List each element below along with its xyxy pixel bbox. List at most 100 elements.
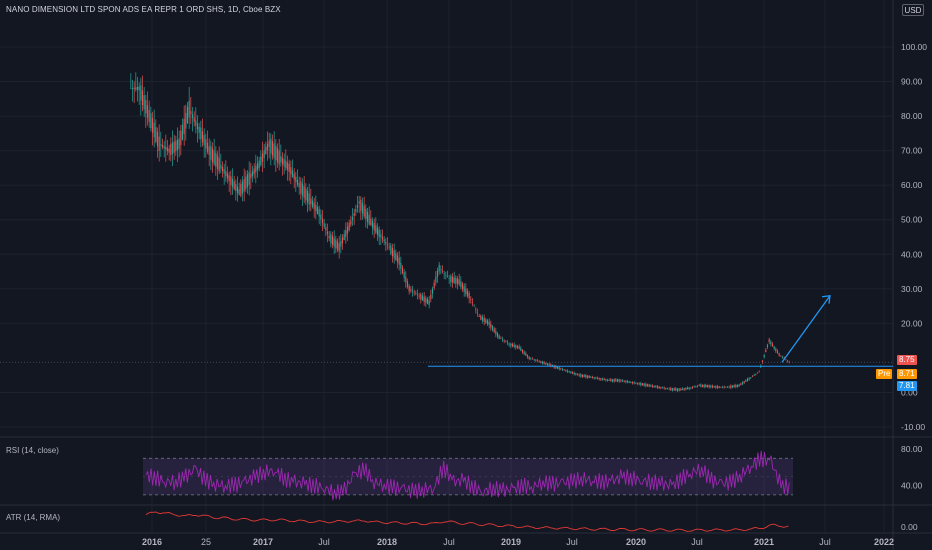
candle-body xyxy=(653,385,655,388)
currency-button[interactable]: USD xyxy=(902,4,924,16)
candle-body xyxy=(310,198,312,205)
candle-body xyxy=(233,181,235,189)
candle-body xyxy=(211,148,214,163)
candle-body xyxy=(548,364,550,366)
candle-body xyxy=(581,374,584,377)
candle-body xyxy=(268,140,270,147)
candle-body xyxy=(586,375,589,378)
last-price-badge: 8.75 xyxy=(897,355,917,365)
axes: 2016 25 2017 Jul 2018 Jul 2019 Jul 2020 Jul 2021 Ju… xyxy=(142,42,927,547)
x-tick-label: Jul xyxy=(443,537,455,547)
candle-body xyxy=(315,204,317,212)
candle-body xyxy=(631,382,634,384)
candle-body xyxy=(630,381,632,383)
candle-body xyxy=(721,386,724,388)
candle-body xyxy=(213,150,215,165)
candle-body xyxy=(293,173,295,180)
candle-body xyxy=(141,90,144,105)
candle-body xyxy=(158,136,160,151)
candle-body xyxy=(240,183,242,196)
candle-body xyxy=(695,386,697,387)
candle-body xyxy=(696,385,699,387)
candle-body xyxy=(668,388,670,390)
candle-body xyxy=(756,372,759,374)
rsi-pane xyxy=(143,450,793,501)
candle-body xyxy=(190,111,192,115)
candle-body xyxy=(348,222,350,231)
candle-body xyxy=(766,344,769,348)
candle-body xyxy=(678,388,680,391)
candle-body xyxy=(255,165,257,173)
candle-body xyxy=(383,239,385,242)
candle-body xyxy=(778,353,780,356)
candle-body xyxy=(448,278,450,279)
candle-body xyxy=(181,124,184,140)
candle-body xyxy=(568,371,570,373)
candle-body xyxy=(658,386,660,388)
candle-body xyxy=(496,333,499,337)
candle-body xyxy=(238,189,240,196)
candle-body xyxy=(491,326,494,330)
candle-body xyxy=(683,388,685,390)
candle-body xyxy=(185,112,187,129)
candle-body xyxy=(663,387,665,389)
candle-body xyxy=(736,384,739,387)
candle-body xyxy=(351,216,354,221)
candle-body xyxy=(196,123,199,130)
candle-body xyxy=(275,145,277,161)
candle-body xyxy=(693,386,695,388)
candle-body xyxy=(591,377,594,378)
candle-body xyxy=(723,386,725,388)
candle-body xyxy=(461,283,464,290)
candle-body xyxy=(558,367,560,370)
candle-body xyxy=(285,160,287,169)
candle-body xyxy=(136,86,139,90)
candle-body xyxy=(191,114,194,118)
candle-body xyxy=(163,145,165,149)
candle-body xyxy=(308,193,310,205)
candle-body xyxy=(463,286,465,292)
candle-body xyxy=(426,299,429,304)
candle-body xyxy=(250,173,252,179)
candle-body xyxy=(681,388,684,390)
candle-body xyxy=(715,386,717,388)
candle-body xyxy=(593,377,595,379)
candle-body xyxy=(431,288,434,294)
candle-body xyxy=(473,305,475,307)
candle-body xyxy=(771,344,774,347)
candle-body xyxy=(220,164,222,169)
candle-body xyxy=(203,135,205,146)
candle-body xyxy=(730,385,732,388)
candle-body xyxy=(770,341,772,345)
candle-body xyxy=(531,358,534,360)
candle-body xyxy=(483,318,485,322)
candle-body xyxy=(155,127,157,142)
candle-body xyxy=(501,339,504,340)
candle-body xyxy=(575,373,577,375)
candle-body xyxy=(131,88,134,89)
candle-body xyxy=(726,386,729,388)
candle-body xyxy=(506,342,509,344)
candle-body xyxy=(758,371,760,373)
candle-body xyxy=(700,384,702,387)
candle-body xyxy=(371,220,374,228)
candle-body xyxy=(626,381,629,383)
candle-body xyxy=(538,360,540,362)
candle-body xyxy=(378,229,380,238)
candle-body xyxy=(388,247,390,248)
candle-body xyxy=(165,146,167,150)
candle-body xyxy=(263,150,265,158)
candle-body xyxy=(451,276,454,283)
candle-body xyxy=(423,296,425,302)
y-tick-label: 80.00 xyxy=(901,111,923,121)
candle-body xyxy=(156,131,159,147)
candle-body xyxy=(478,316,480,317)
candle-body xyxy=(215,152,217,167)
candle-body xyxy=(466,290,469,297)
candle-body xyxy=(401,267,404,274)
candle-body xyxy=(278,150,280,165)
candle-body xyxy=(161,145,164,148)
candle-body xyxy=(338,243,340,252)
candle-body xyxy=(373,223,375,231)
